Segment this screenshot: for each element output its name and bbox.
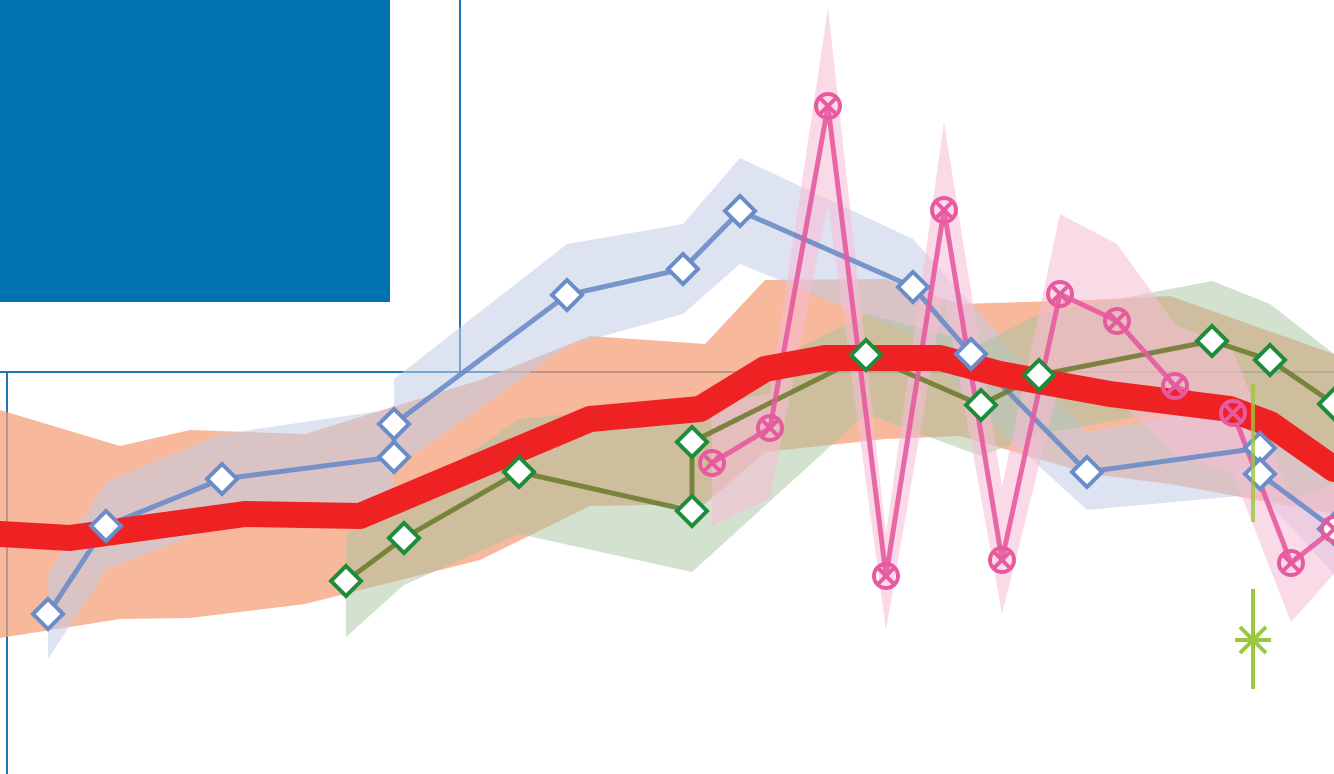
green-marker xyxy=(1316,386,1334,422)
blue-marker xyxy=(204,461,240,497)
pink-marker-cross xyxy=(933,199,955,221)
green-marker xyxy=(674,424,710,460)
green-marker xyxy=(386,520,422,556)
lime-marker xyxy=(1238,625,1268,655)
green-marker xyxy=(848,337,884,373)
pink-marker-cross xyxy=(817,95,839,117)
pink-band xyxy=(712,8,1334,630)
pink-marker-cross xyxy=(1280,552,1302,574)
green-marker xyxy=(963,387,999,423)
green-marker xyxy=(674,493,710,529)
green-marker xyxy=(1021,357,1057,393)
pink-marker-cross xyxy=(701,452,723,474)
pink-marker-cross xyxy=(1323,518,1334,532)
green-marker xyxy=(328,563,364,599)
pink-marker-cross xyxy=(759,417,781,439)
pink-marker xyxy=(814,92,842,120)
blue-marker xyxy=(376,406,412,442)
blue-marker xyxy=(376,439,412,475)
pink-marker-cross xyxy=(1106,310,1128,332)
blue-block xyxy=(0,0,390,302)
blue-marker xyxy=(953,336,989,372)
blue-marker xyxy=(88,508,124,544)
pink-marker xyxy=(988,546,1016,574)
pink-marker-cross xyxy=(1164,375,1186,397)
blue-line xyxy=(45,208,1334,617)
pink-marker xyxy=(1219,399,1247,427)
pink-line xyxy=(709,103,1334,579)
blue-marker xyxy=(1069,454,1105,490)
blue-marker xyxy=(895,269,931,305)
pink-marker xyxy=(756,414,784,442)
pink-marker xyxy=(1161,372,1189,400)
blue-marker xyxy=(665,251,701,287)
pink-marker xyxy=(1277,549,1305,577)
pink-marker-cross xyxy=(875,565,897,587)
pink-marker xyxy=(1046,280,1074,308)
pink-marker xyxy=(930,196,958,224)
pink-marker-cross xyxy=(1323,526,1334,540)
blue-marker xyxy=(549,277,585,313)
pink-marker xyxy=(1320,515,1334,543)
pink-marker-cross xyxy=(991,549,1013,571)
pink-marker-cross xyxy=(1222,402,1244,424)
green-marker xyxy=(1252,342,1288,378)
green-marker xyxy=(1194,323,1230,359)
trend-line xyxy=(0,345,1334,551)
pink-marker xyxy=(872,562,900,590)
pink-marker xyxy=(1103,307,1131,335)
pink-marker xyxy=(698,449,726,477)
pink-marker-cross xyxy=(1049,283,1071,305)
blue-marker xyxy=(722,193,758,229)
marker-layer xyxy=(30,92,1334,689)
blue-marker xyxy=(30,596,66,632)
green-marker xyxy=(501,454,537,490)
